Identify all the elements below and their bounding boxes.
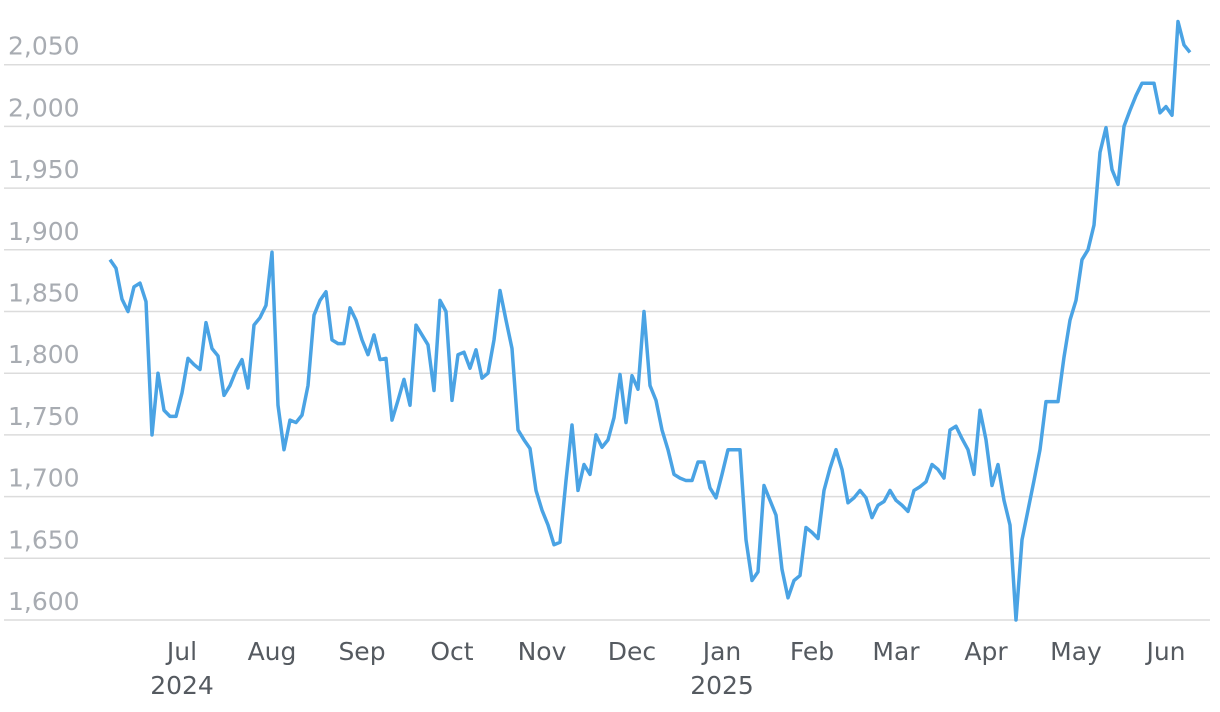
x-year-label: 2024 (150, 671, 214, 700)
y-tick-label: 2,050 (8, 32, 80, 61)
x-tick-label: Oct (430, 637, 473, 666)
x-tick-label: Mar (872, 637, 920, 666)
y-tick-label: 1,800 (8, 340, 80, 369)
x-tick-label: May (1050, 637, 1102, 666)
x-tick-label: Aug (248, 637, 297, 666)
x-tick-label: Dec (608, 637, 656, 666)
y-tick-label: 2,000 (8, 93, 80, 122)
y-tick-label: 1,700 (8, 464, 80, 493)
y-tick-label: 1,900 (8, 217, 80, 246)
y-tick-label: 1,950 (8, 155, 80, 184)
x-tick-label: Feb (790, 637, 834, 666)
x-tick-label: Jan (701, 637, 742, 666)
y-tick-label: 1,850 (8, 279, 80, 308)
x-year-label: 2025 (690, 671, 754, 700)
y-tick-label: 1,650 (8, 525, 80, 554)
x-tick-label: Nov (518, 637, 567, 666)
y-tick-label: 1,600 (8, 587, 80, 616)
x-tick-label: Sep (338, 637, 385, 666)
line (108, 19, 1192, 622)
x-tick-label: Jul (165, 637, 197, 666)
y-tick-label: 1,750 (8, 402, 80, 431)
x-tick-label: Apr (964, 637, 1008, 666)
x-tick-label: Jun (1144, 637, 1185, 666)
